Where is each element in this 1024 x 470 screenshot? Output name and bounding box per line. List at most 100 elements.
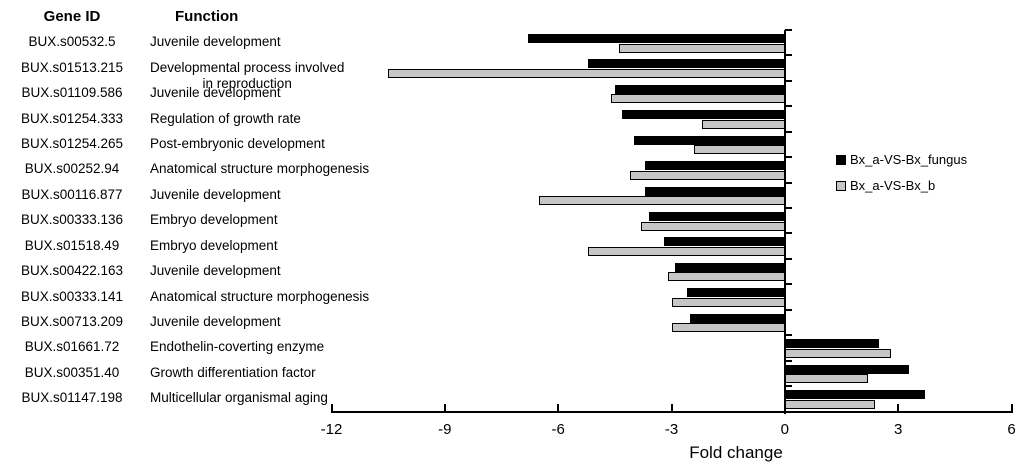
- category-tick: [784, 385, 792, 388]
- function-label-line: Juvenile development: [150, 34, 281, 50]
- gene-id-label: BUX.s00351.40: [24, 364, 120, 380]
- x-tick-label: 6: [1007, 421, 1016, 438]
- x-tick-label: -6: [551, 421, 565, 438]
- function-label-line: Endothelin-coverting enzyme: [150, 339, 325, 355]
- gene-id-label: BUX.s00116.877: [21, 186, 123, 202]
- function-label: Developmental process involved in reprodu…: [150, 60, 344, 93]
- category-tick: [784, 257, 792, 260]
- gene-id-label: BUX.s01661.72: [24, 339, 120, 355]
- function-label: Anatomical structure morphogenesis: [150, 161, 369, 178]
- zero-axis-line: [783, 30, 786, 414]
- bar-fungus-BUX.s01254.265: [633, 135, 785, 145]
- bar-b-BUX.s00333.141: [671, 297, 785, 307]
- function-label: Embryo development: [150, 238, 278, 255]
- bar-b-BUX.s00333.136: [641, 221, 785, 231]
- function-label-line: Growth differentiation factor: [150, 364, 316, 380]
- bar-b-BUX.s00351.40: [784, 374, 868, 384]
- gene-id-label: BUX.s00252.94: [24, 161, 120, 177]
- bar-fungus-BUX.s01109.586: [614, 84, 785, 94]
- x-tick-label: 0: [780, 421, 789, 438]
- function-label: Juvenile development: [150, 263, 281, 280]
- category-tick: [784, 54, 792, 57]
- function-label-line: Regulation of growth rate: [150, 110, 301, 126]
- bar-fungus-BUX.s01661.72: [784, 339, 880, 349]
- x-axis-tick: [670, 403, 673, 412]
- x-tick-label: -9: [438, 421, 452, 438]
- bar-b-BUX.s01147.198: [784, 399, 876, 409]
- bar-fungus-BUX.s00351.40: [784, 364, 910, 374]
- category-tick: [784, 359, 792, 362]
- category-tick: [784, 283, 792, 286]
- gene-id-label: BUX.s00532.5: [28, 34, 116, 50]
- function-column-header: Function: [175, 8, 239, 25]
- bar-fungus-BUX.s00713.209: [690, 313, 785, 323]
- bar-b-BUX.s01109.586: [611, 94, 785, 104]
- gene-id-label: BUX.s00333.141: [20, 288, 124, 304]
- bar-b-BUX.s01518.49: [588, 246, 785, 256]
- category-tick: [784, 130, 792, 133]
- gene-id-label: BUX.s00333.136: [20, 212, 124, 228]
- legend-swatch-gray-icon: [836, 181, 846, 191]
- category-tick: [784, 79, 792, 82]
- x-axis-tick: [330, 403, 333, 412]
- bar-b-BUX.s00422.163: [667, 272, 785, 282]
- function-label: Juvenile development: [150, 34, 281, 51]
- gene-id-label: BUX.s00422.163: [20, 263, 124, 279]
- function-label: Regulation of growth rate: [150, 111, 301, 128]
- function-label: Growth differentiation factor: [150, 365, 316, 382]
- x-axis-line: [330, 410, 1013, 413]
- bar-b-BUX.s00532.5: [618, 43, 785, 53]
- gene-id-column-header: Gene ID: [43, 8, 101, 25]
- legend-swatch-black-icon: [836, 155, 846, 165]
- bar-fungus-BUX.s00116.877: [645, 186, 785, 196]
- function-label-line: Developmental process involved: [150, 59, 345, 75]
- x-axis-tick: [783, 403, 786, 412]
- function-label-line: Anatomical structure morphogenesis: [150, 288, 370, 304]
- function-label: Juvenile development: [150, 314, 281, 331]
- function-label: Embryo development: [150, 212, 278, 229]
- bar-fungus-BUX.s01147.198: [784, 390, 925, 400]
- legend: Bx_a-VS-Bx_fungus Bx_a-VS-Bx_b: [836, 153, 967, 205]
- gene-id-label: BUX.s01109.586: [21, 85, 123, 101]
- bar-fungus-BUX.s00422.163: [675, 262, 785, 272]
- function-label-line: Juvenile development: [150, 186, 281, 202]
- category-tick: [784, 207, 792, 210]
- bar-b-BUX.s00116.877: [539, 196, 785, 206]
- gene-id-label: BUX.s01254.333: [20, 110, 124, 126]
- function-label-line: in reproduction: [202, 76, 292, 92]
- x-axis-tick: [1010, 403, 1013, 412]
- gene-id-label: BUX.s00713.209: [20, 313, 124, 329]
- gene-id-label: BUX.s01254.265: [20, 135, 124, 151]
- category-tick: [784, 156, 792, 159]
- bar-b-BUX.s01254.265: [694, 145, 785, 155]
- function-label-line: Anatomical structure morphogenesis: [150, 161, 370, 177]
- legend-label-fungus: Bx_a-VS-Bx_fungus: [850, 152, 968, 167]
- legend-item-fungus: Bx_a-VS-Bx_fungus: [836, 153, 967, 167]
- category-tick: [784, 105, 792, 108]
- bar-b-BUX.s00713.209: [671, 323, 785, 333]
- function-label-line: Juvenile development: [150, 263, 281, 279]
- x-tick-label: -12: [320, 421, 343, 438]
- x-tick-label: -3: [664, 421, 679, 438]
- gene-id-label: BUX.s01518.49: [24, 237, 120, 253]
- category-tick: [784, 334, 792, 337]
- function-label-line: Juvenile development: [150, 85, 281, 101]
- x-axis-tick: [443, 403, 446, 412]
- bar-b-BUX.s01513.215: [388, 68, 785, 78]
- legend-item-b: Bx_a-VS-Bx_b: [836, 179, 967, 193]
- category-tick: [784, 232, 792, 235]
- function-label-line: Embryo development: [150, 237, 278, 253]
- function-label: Multicellular organismal aging: [150, 390, 328, 407]
- bar-b-BUX.s00252.94: [629, 170, 785, 180]
- function-label: Juvenile development: [150, 187, 281, 204]
- bar-fungus-BUX.s01254.333: [622, 110, 785, 120]
- bar-fungus-BUX.s00333.136: [648, 212, 785, 222]
- category-tick: [784, 29, 792, 31]
- gene-id-label: BUX.s01513.215: [20, 59, 124, 75]
- bar-fungus-BUX.s00252.94: [645, 161, 785, 171]
- x-axis-tick: [557, 403, 560, 412]
- x-axis-title: Fold change: [689, 443, 783, 462]
- bar-b-BUX.s01661.72: [784, 348, 891, 358]
- bar-fungus-BUX.s00532.5: [527, 34, 785, 43]
